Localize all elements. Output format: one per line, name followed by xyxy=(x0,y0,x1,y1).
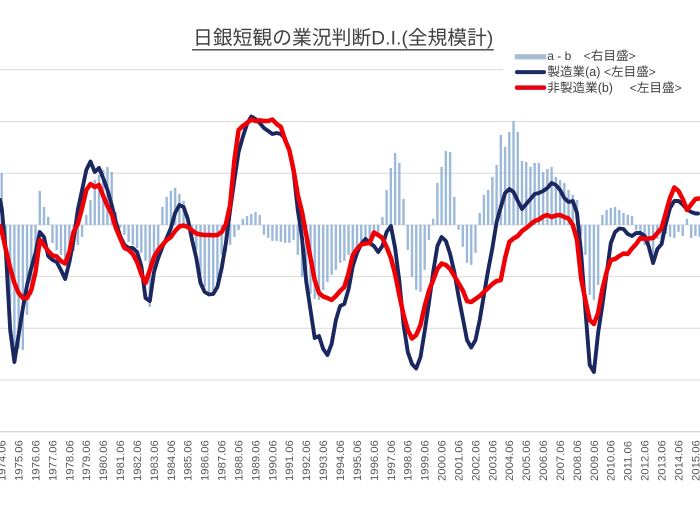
svg-text:D.I.(: D.I.( xyxy=(371,29,408,50)
svg-text:1984.06: 1984.06 xyxy=(166,440,178,481)
svg-text:2012.06: 2012.06 xyxy=(640,440,652,481)
svg-text:1979.06: 1979.06 xyxy=(81,440,93,481)
svg-text:1977.06: 1977.06 xyxy=(47,440,59,481)
svg-text:1981.06: 1981.06 xyxy=(115,440,127,481)
svg-text:1996.06: 1996.06 xyxy=(369,440,381,481)
svg-text:1975.06: 1975.06 xyxy=(14,440,26,481)
svg-text:(b): (b) xyxy=(598,81,613,95)
svg-text:2005.06: 2005.06 xyxy=(521,440,533,481)
svg-text:a - b: a - b xyxy=(547,49,571,63)
svg-text:): ) xyxy=(487,29,493,50)
svg-text:1997.06: 1997.06 xyxy=(386,440,398,481)
svg-text:1982.06: 1982.06 xyxy=(132,440,144,481)
svg-text:2010.06: 2010.06 xyxy=(606,440,618,481)
svg-text:<: < xyxy=(584,49,591,63)
svg-text:2001.06: 2001.06 xyxy=(453,440,465,481)
svg-text:2011.06: 2011.06 xyxy=(623,441,635,481)
svg-text:2004.06: 2004.06 xyxy=(504,440,516,481)
svg-text:1993.06: 1993.06 xyxy=(318,440,330,481)
svg-text:2015.06: 2015.06 xyxy=(690,440,700,481)
svg-text:2006.06: 2006.06 xyxy=(538,440,550,481)
svg-text:1983.06: 1983.06 xyxy=(149,440,161,481)
svg-text:2003.06: 2003.06 xyxy=(487,440,499,481)
svg-text:<: < xyxy=(604,65,611,79)
svg-text:1995.06: 1995.06 xyxy=(352,440,364,481)
svg-text:2014.06: 2014.06 xyxy=(673,440,685,481)
svg-text:1989.06: 1989.06 xyxy=(250,440,262,481)
svg-text:2008.06: 2008.06 xyxy=(572,440,584,481)
svg-text:2013.06: 2013.06 xyxy=(657,440,669,481)
svg-text:1999.06: 1999.06 xyxy=(420,440,432,481)
svg-text:(a): (a) xyxy=(585,65,600,79)
svg-text:>: > xyxy=(649,65,656,79)
svg-text:1985.06: 1985.06 xyxy=(183,440,195,481)
svg-text:1992.06: 1992.06 xyxy=(301,440,313,481)
svg-text:1976.06: 1976.06 xyxy=(30,440,42,481)
svg-text:>: > xyxy=(629,49,636,63)
svg-text:<: < xyxy=(630,81,637,95)
svg-text:1990.06: 1990.06 xyxy=(267,440,279,481)
svg-text:1986.06: 1986.06 xyxy=(200,440,212,481)
svg-text:2007.06: 2007.06 xyxy=(555,440,567,481)
svg-text:1980.06: 1980.06 xyxy=(98,440,110,481)
svg-text:1998.06: 1998.06 xyxy=(403,440,415,481)
svg-text:2000.06: 2000.06 xyxy=(437,440,449,481)
svg-text:2002.06: 2002.06 xyxy=(470,440,482,481)
svg-text:1991.06: 1991.06 xyxy=(284,440,296,481)
svg-text:1974.06: 1974.06 xyxy=(0,440,9,481)
svg-text:1988.06: 1988.06 xyxy=(234,440,246,481)
svg-text:1987.06: 1987.06 xyxy=(217,440,229,481)
svg-text:1994.06: 1994.06 xyxy=(335,440,347,481)
svg-text:1978.06: 1978.06 xyxy=(64,440,76,481)
svg-text:2009.06: 2009.06 xyxy=(589,440,601,481)
svg-text:>: > xyxy=(675,81,682,95)
